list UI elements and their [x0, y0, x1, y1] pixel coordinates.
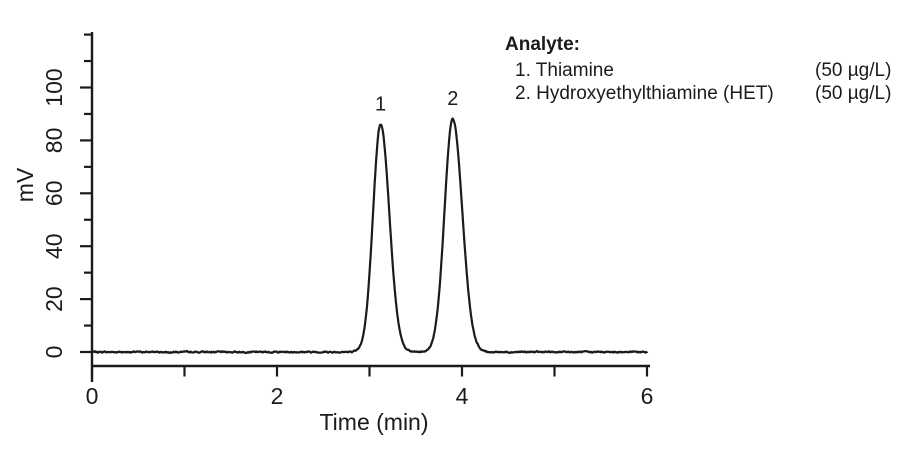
analyte-amount: (50 µg/L) [815, 83, 892, 104]
y-tick-label: 60 [41, 181, 67, 207]
legend-title: Analyte: [505, 34, 580, 55]
signal-trace [91, 117, 649, 355]
y-axis-title: mV [12, 167, 38, 202]
legend-item: 1. Thiamine (50 µg/L) [505, 59, 891, 82]
legend-rows: 1. Thiamine (50 µg/L) 2. Hydroxyethylthiam… [505, 59, 891, 105]
x-axis-title: Time (min) [319, 409, 428, 435]
axis-ticks [80, 33, 649, 377]
x-tick-label: 6 [641, 383, 654, 409]
y-tick-label: 0 [41, 346, 67, 359]
x-tick-label: 0 [86, 383, 99, 409]
legend-item: 2. Hydroxyethylthiamine (HET) (50 µg/L) [505, 82, 891, 105]
peak-label: 1 [375, 94, 386, 116]
y-tick-label: 20 [41, 286, 67, 312]
chromatogram-curve [91, 117, 649, 355]
y-tick-label: 40 [41, 233, 67, 259]
analyte-legend: Analyte: 1. Thiamine (50 µg/L) 2. Hydroxye… [505, 33, 891, 105]
x-tick-label: 4 [456, 383, 469, 409]
x-tick-label: 2 [271, 383, 284, 409]
y-tick-label: 100 [41, 68, 67, 106]
peak-label: 2 [447, 88, 458, 110]
analyte-name: 1. Thiamine [515, 60, 614, 81]
analyte-amount: (50 µg/L) [815, 60, 892, 81]
y-tick-label: 80 [41, 128, 67, 154]
analyte-name: 2. Hydroxyethylthiamine (HET) [515, 83, 774, 104]
